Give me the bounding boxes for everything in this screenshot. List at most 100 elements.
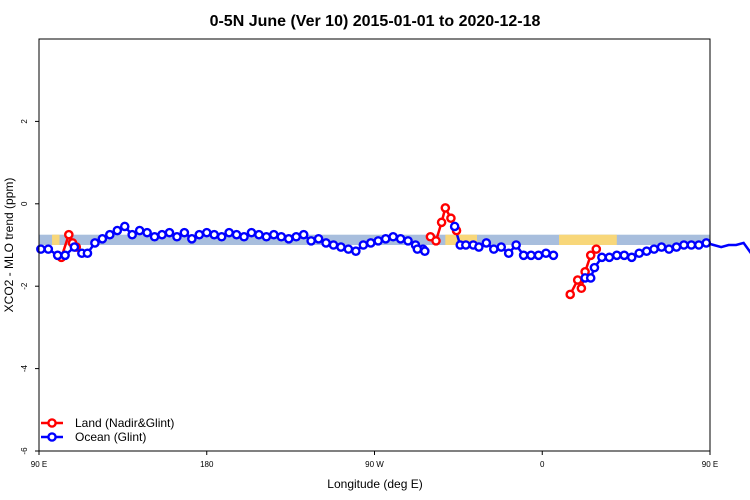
- ocean-data-point: [420, 246, 430, 256]
- ocean-data-point: [585, 273, 596, 283]
- x-tick-label: 0: [540, 460, 545, 469]
- ocean-data-point: [612, 250, 622, 261]
- ocean-data-point: [365, 238, 376, 248]
- ocean-data-point: [634, 248, 644, 259]
- ocean-data-point: [52, 250, 63, 261]
- legend-ocean-label: Ocean (Glint): [75, 430, 146, 444]
- ocean-data-point: [626, 252, 637, 263]
- ocean-data-point: [388, 231, 398, 242]
- series-layer: [36, 203, 750, 300]
- ocean-data-point: [679, 240, 689, 250]
- ocean-data-point: [548, 250, 559, 261]
- ocean-data-point: [283, 234, 294, 244]
- land-data-point: [585, 250, 596, 261]
- ocean-data-point: [461, 240, 471, 250]
- ocean-data-point: [105, 229, 115, 240]
- ocean-data-point: [619, 250, 630, 261]
- y-tick-label: -6: [20, 447, 29, 455]
- ocean-data-point: [187, 234, 197, 244]
- ocean-data-point: [209, 229, 220, 240]
- ocean-data-point: [82, 248, 93, 259]
- ocean-data-point: [358, 240, 369, 250]
- y-tick-label: -2: [20, 282, 29, 290]
- ocean-data-point: [403, 236, 413, 246]
- ocean-data-point: [36, 244, 46, 254]
- legend: Land (Nadir&Glint)Ocean (Glint): [41, 416, 174, 444]
- ocean-data-point: [164, 227, 175, 238]
- ocean-data-point: [224, 227, 234, 238]
- ocean-data-point: [503, 248, 514, 259]
- land-data-point: [446, 213, 456, 224]
- land-data-point: [431, 236, 441, 246]
- land-data-point: [572, 275, 583, 285]
- ocean-data-point: [261, 231, 272, 242]
- ocean-data-point: [239, 231, 249, 242]
- ocean-data-point: [112, 225, 123, 236]
- ocean-data-point: [686, 240, 697, 250]
- ocean-data-point: [298, 229, 309, 240]
- ocean-data-point: [343, 244, 354, 254]
- ocean-data-point: [142, 227, 152, 238]
- legend-ocean-marker: [47, 432, 57, 442]
- ocean-data-point: [119, 221, 130, 232]
- legend-land-marker: [47, 418, 57, 428]
- ocean-data-point: [604, 252, 615, 263]
- ocean-data-point: [395, 234, 406, 244]
- x-tick-label: 90 E: [31, 460, 47, 469]
- ocean-data-point: [449, 221, 460, 232]
- ocean-data-point: [276, 231, 287, 242]
- ocean-data-point: [597, 252, 607, 263]
- ocean-data-point: [172, 231, 182, 242]
- ocean-data-point: [328, 240, 339, 250]
- ocean-data-point: [649, 244, 659, 254]
- ocean-data-point: [641, 246, 652, 256]
- ocean-data-point: [291, 231, 302, 242]
- ocean-data-point: [179, 227, 190, 238]
- ocean-data-point: [701, 238, 712, 248]
- ocean-data-point: [380, 234, 391, 244]
- ocean-data-point: [216, 231, 227, 242]
- y-tick-label: 2: [20, 119, 29, 124]
- ocean-data-point: [246, 227, 257, 238]
- ocean-data-point: [511, 240, 521, 250]
- land-data-point: [64, 229, 74, 240]
- ocean-data-point: [194, 229, 205, 240]
- ocean-data-point: [412, 244, 423, 254]
- ocean-data-point: [90, 238, 100, 248]
- ocean-data-point: [694, 240, 704, 250]
- ocean-data-point: [231, 229, 242, 240]
- ocean-data-point: [671, 242, 682, 252]
- ocean-data-point: [43, 244, 54, 254]
- ocean-data-point: [541, 248, 551, 259]
- ocean-data-point: [533, 250, 544, 261]
- legend-land-label: Land (Nadir&Glint): [75, 416, 174, 430]
- ocean-data-point: [664, 244, 674, 254]
- land-data-point: [440, 203, 451, 213]
- land-data-point: [436, 217, 447, 228]
- ocean-data-point: [373, 236, 384, 246]
- x-axis-label: Longitude (deg E): [327, 477, 422, 491]
- land-band: [52, 234, 60, 245]
- ocean-data-point: [351, 246, 361, 256]
- land-data-point: [576, 283, 587, 294]
- ocean-data-point: [269, 229, 279, 240]
- ocean-data-point: [306, 236, 316, 246]
- ocean-data-point: [97, 234, 108, 244]
- y-tick-label: 0: [20, 201, 29, 206]
- ocean-data-point: [69, 242, 80, 252]
- ocean-data-point: [313, 234, 324, 244]
- ocean-data-point: [60, 250, 70, 261]
- chart-title: 0-5N June (Ver 10) 2015-01-01 to 2020-12…: [210, 13, 541, 30]
- ocean-data-point: [518, 250, 529, 261]
- ocean-data-point: [201, 227, 212, 238]
- land-data-point: [591, 244, 602, 254]
- y-axis-label: XCO2 - MLO trend (ppm): [2, 178, 16, 313]
- x-tick-label: 90 E: [702, 460, 718, 469]
- land-band: [445, 234, 478, 245]
- ocean-data-point: [488, 244, 499, 254]
- ocean-data-point: [134, 225, 145, 236]
- ocean-data-point: [127, 229, 137, 240]
- land-data-point: [565, 289, 576, 300]
